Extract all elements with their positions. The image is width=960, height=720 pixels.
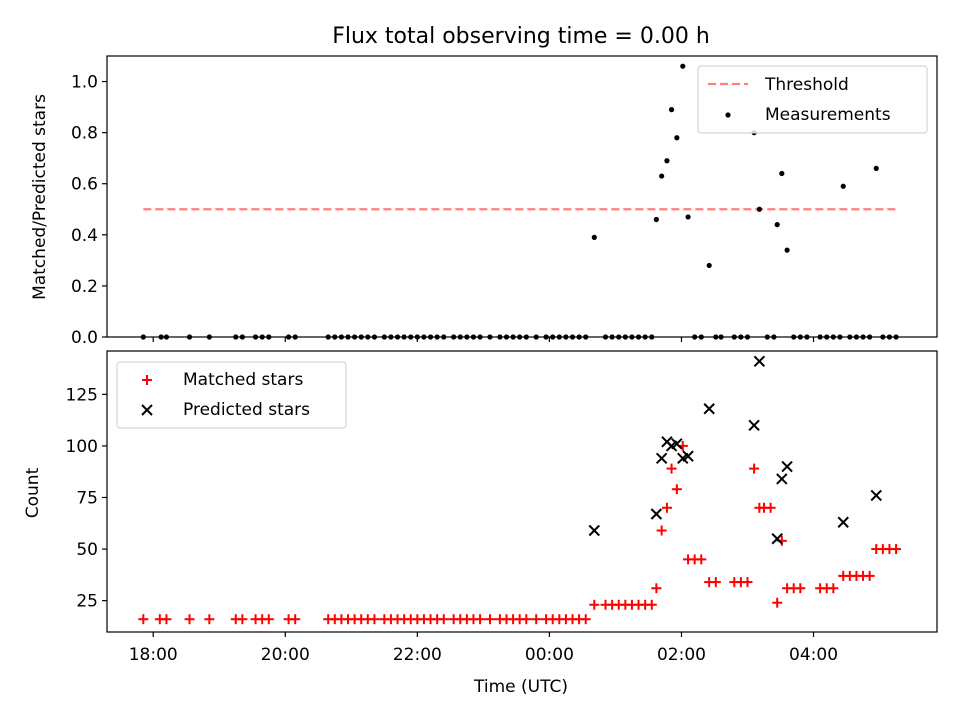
predicted-star-point	[748, 419, 760, 431]
legend-predicted-swatch	[141, 404, 153, 416]
top-y-tick-label: 0.4	[71, 226, 98, 246]
matched-star-point	[891, 544, 902, 555]
top-legend: Threshold Measurements	[697, 65, 928, 134]
matched-star-point	[589, 599, 600, 610]
predicted-star-point	[781, 460, 793, 473]
top-y-tick-label: 1.0	[71, 73, 98, 93]
top-plot-frame	[106, 55, 938, 338]
legend-measurements-swatch	[725, 112, 731, 118]
matched-star-point	[651, 583, 662, 594]
matched-star-point	[531, 614, 542, 625]
x-axis-label: Time (UTC)	[473, 677, 568, 697]
top-legend-box	[697, 65, 928, 134]
legend-matched-swatch	[142, 375, 152, 385]
measurement-point	[756, 206, 762, 212]
x-tick-label: 02:00	[657, 645, 706, 665]
matched-star-point	[765, 502, 776, 513]
top-y-tick-label: 0.6	[71, 175, 98, 195]
measurement-point	[664, 158, 670, 164]
matched-star-point	[671, 484, 682, 495]
legend-measurements-label: Measurements	[765, 105, 891, 125]
measurement-point	[706, 262, 712, 269]
measurement-point	[653, 216, 659, 223]
top-panel: 0.0 0.2 0.4 0.6 0.8 1.0 Threshold Measurements	[71, 55, 938, 348]
measurement-point	[784, 247, 790, 253]
matched-star-point	[646, 599, 657, 610]
bottom-legend: Matched stars Predicted stars	[116, 361, 347, 429]
x-tick-label: 00:00	[525, 645, 574, 665]
matched-star-point	[772, 597, 783, 608]
matched-star-point	[161, 614, 172, 625]
measurement-point	[779, 170, 785, 177]
measurement-point	[591, 234, 597, 240]
top-y-tick-label: 0.0	[71, 328, 98, 348]
matched-star-point	[580, 614, 591, 625]
measurement-point	[840, 183, 846, 189]
measurement-point	[685, 214, 691, 220]
matched-star-point	[475, 614, 486, 625]
x-tick-label: 18:00	[129, 645, 178, 665]
legend-predicted-label: Predicted stars	[183, 400, 310, 420]
measurement-point	[659, 173, 665, 179]
matched-star-point	[438, 614, 449, 625]
top-chart-title: Flux total observing time = 0.00 h	[332, 24, 710, 49]
matched-star-point	[237, 614, 248, 625]
matched-star-point	[864, 570, 875, 581]
predicted-star-point	[753, 355, 766, 368]
matched-star-point	[749, 463, 760, 474]
bottom-legend-box	[116, 361, 347, 429]
measurement-point	[668, 107, 675, 113]
legend-matched-label: Matched stars	[183, 370, 303, 390]
measurement-point	[674, 135, 680, 141]
predicted-star-point	[837, 516, 849, 528]
matched-star-point	[369, 614, 380, 625]
predicted-star-point	[588, 524, 601, 537]
matched-star-point	[666, 463, 677, 474]
bottom-y-tick-label: 100	[66, 437, 98, 457]
top-y-tick-label: 0.8	[71, 124, 98, 144]
matched-star-point	[184, 614, 195, 625]
matched-star-point	[484, 614, 495, 625]
matched-star-point	[138, 614, 149, 625]
top-y-tick-label: 0.2	[71, 277, 98, 297]
bottom-y-tick-label: 25	[76, 592, 98, 612]
matched-star-point	[661, 502, 672, 513]
bottom-y-tick-label: 125	[66, 385, 98, 405]
x-tick-label: 22:00	[393, 645, 442, 665]
matched-star-point	[656, 525, 667, 536]
measurement-point	[680, 63, 686, 69]
bottom-panel: 25 50 75 100 125 18:00 20:00 22:00 00:00 02:00 04:…	[66, 350, 938, 665]
top-y-axis-label: Matched/Predicted stars	[30, 94, 50, 300]
predicted-star-point	[682, 450, 694, 462]
predicted-star-point	[650, 508, 663, 520]
predicted-star-point	[870, 489, 882, 502]
predicted-star-point	[703, 403, 715, 415]
matched-star-point	[828, 583, 839, 594]
bottom-plot-frame	[106, 350, 938, 633]
x-tick-label: 20:00	[261, 645, 310, 665]
bottom-y-axis-label: Count	[23, 467, 43, 518]
bottom-y-tick-label: 50	[76, 540, 98, 560]
x-tick-label: 04:00	[789, 645, 838, 665]
predicted-star-point	[776, 473, 788, 485]
matched-star-point	[710, 577, 721, 588]
predicted-star-point	[771, 533, 783, 545]
matched-star-point	[204, 614, 215, 625]
predicted-star-point	[671, 438, 683, 450]
matched-star-point	[742, 577, 753, 588]
matched-star-point	[521, 614, 532, 625]
legend-threshold-label: Threshold	[764, 75, 849, 95]
matched-star-point	[263, 614, 274, 625]
matched-star-point	[795, 583, 806, 594]
matched-star-point	[290, 614, 301, 625]
measurement-point	[873, 165, 879, 171]
matched-star-point	[696, 554, 707, 565]
measurement-point	[774, 222, 780, 228]
bottom-y-tick-label: 75	[76, 488, 98, 508]
predicted-star-point	[655, 452, 668, 464]
